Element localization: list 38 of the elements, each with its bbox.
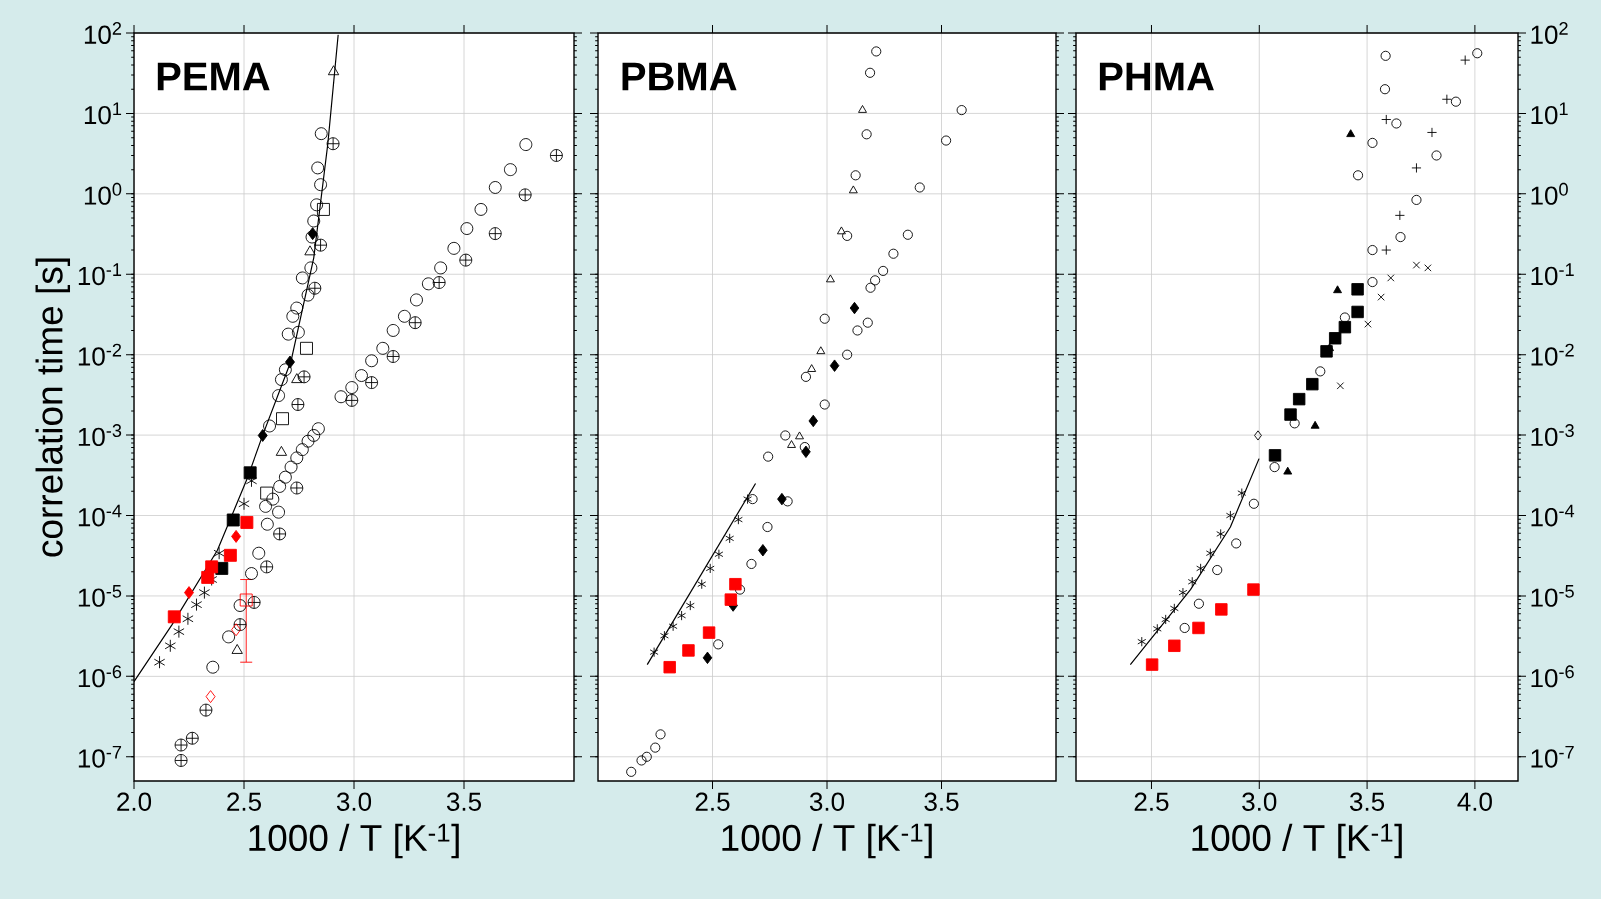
x-tick-label: 3.5 [1350, 792, 1385, 811]
y-tick-label: 10$^{-4}$ [78, 504, 122, 527]
text: PEMA [157, 62, 270, 91]
x-tick-label: 4.0 [1457, 792, 1492, 811]
y-tick-label: 10$^{2}$ [1531, 22, 1568, 44]
y-tick-label: 10$^{-1}$ [1531, 263, 1574, 286]
y-tick-label: 10$^{-3}$ [78, 424, 122, 447]
text: PBMA [622, 62, 737, 91]
x-tick-label: 2.5 [1134, 792, 1169, 811]
y-tick-label: 10$^{-5}$ [1531, 585, 1574, 607]
x-tick-label: 3.5 [924, 792, 959, 811]
x-tick-label: 2.5 [695, 792, 730, 811]
x-axis-title: 1000 / T [K$^{-1}$] [249, 823, 459, 859]
text: PHMA [1099, 62, 1214, 91]
y-tick-label: 10$^{-5}$ [78, 585, 122, 607]
x-tick-label: 2.5 [227, 792, 261, 811]
y-tick-label: 10$^{1}$ [84, 102, 122, 125]
y-tick-label: 10$^{-1}$ [78, 263, 122, 286]
x-tick-label: 3.5 [446, 792, 481, 811]
y-tick-label: 10$^{-4}$ [1531, 504, 1575, 527]
x-tick-label: 3.0 [336, 792, 372, 811]
x-tick-label: 3.0 [1242, 792, 1277, 811]
y-tick-label: 10$^{0}$ [1531, 182, 1568, 205]
y-axis-title: correlation time [s] [35, 258, 71, 557]
y-tick-label: 10$^{-7}$ [78, 745, 122, 768]
y-tick-label: 10$^{-6}$ [1531, 665, 1574, 688]
y-tick-label: 10$^{-2}$ [1531, 343, 1574, 366]
x-axis-title: 1000 / T [K$^{-1}$] [722, 823, 932, 859]
y-tick-label: 10$^{-2}$ [78, 343, 122, 366]
x-axis-title: 1000 / T [K$^{-1}$] [1192, 823, 1402, 859]
y-tick-label: 10$^{1}$ [1531, 102, 1568, 125]
y-tick-label: 10$^{-6}$ [78, 665, 122, 688]
y-tick-label: 10$^{0}$ [84, 182, 122, 205]
x-tick-label: 3.0 [809, 792, 845, 811]
y-tick-label: 10$^{2}$ [84, 22, 122, 44]
y-tick-label: 10$^{-3}$ [1531, 424, 1574, 447]
x-tick-label: 2.0 [117, 792, 152, 811]
y-tick-label: 10$^{-7}$ [1531, 745, 1574, 768]
